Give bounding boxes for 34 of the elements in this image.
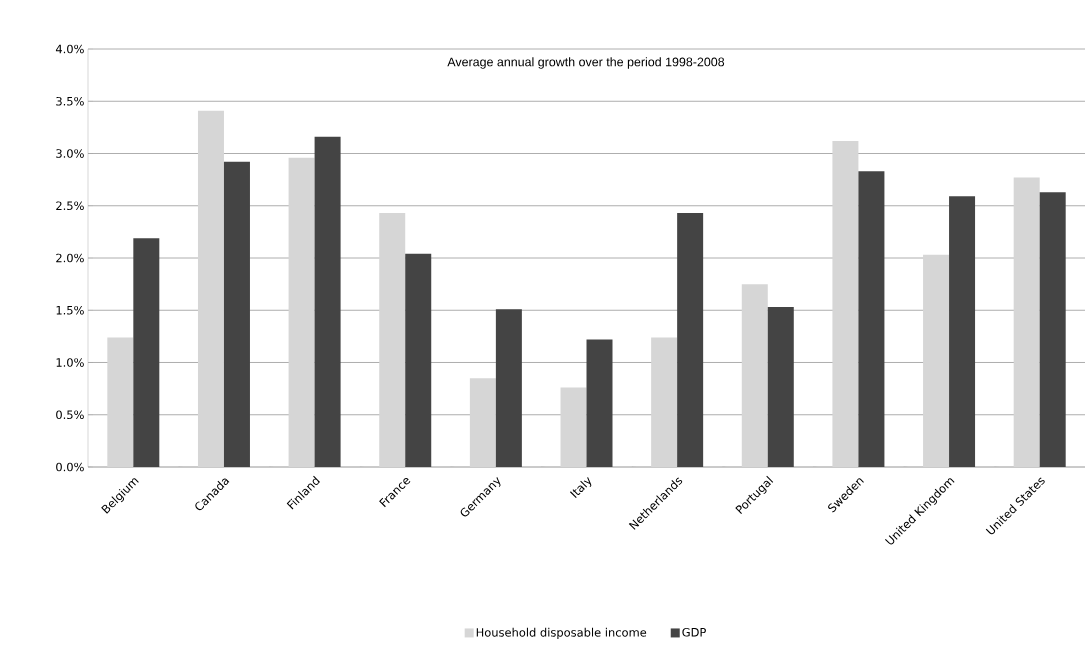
bar [651, 337, 678, 467]
y-tick-label: 2.5% [56, 201, 84, 211]
bar [923, 254, 950, 467]
bar [223, 161, 250, 467]
bar [949, 196, 976, 467]
y-tick-label: 2.0% [56, 253, 84, 263]
y-tick-label: 0.5% [56, 410, 84, 420]
legend-label: GDP [682, 627, 706, 637]
bar [560, 387, 587, 467]
bar [767, 307, 794, 467]
text: Average annual growth over the period 1998-2008 [447, 57, 725, 69]
legend-label: Household disposable income [476, 627, 647, 639]
bar [586, 339, 613, 467]
bar [288, 157, 315, 467]
bar [832, 140, 859, 467]
bar [107, 337, 134, 467]
bar [677, 213, 704, 467]
bar [495, 309, 522, 467]
bar [858, 171, 885, 467]
bar [405, 253, 432, 467]
y-tick-label: 0.0% [56, 462, 84, 472]
y-tick-label: 4.0% [55, 44, 84, 54]
y-tick-label: 3.5% [56, 96, 84, 106]
y-tick-label: 1.5% [56, 305, 84, 315]
bar [379, 213, 406, 467]
bar [469, 378, 496, 467]
y-tick-label: 3.0% [56, 149, 84, 158]
bar [133, 238, 160, 467]
bar [1039, 192, 1066, 467]
bar [197, 110, 224, 467]
bar [314, 136, 341, 467]
y-tick-label: 1.0% [56, 358, 84, 367]
bar [741, 284, 768, 467]
bar [1013, 177, 1040, 467]
